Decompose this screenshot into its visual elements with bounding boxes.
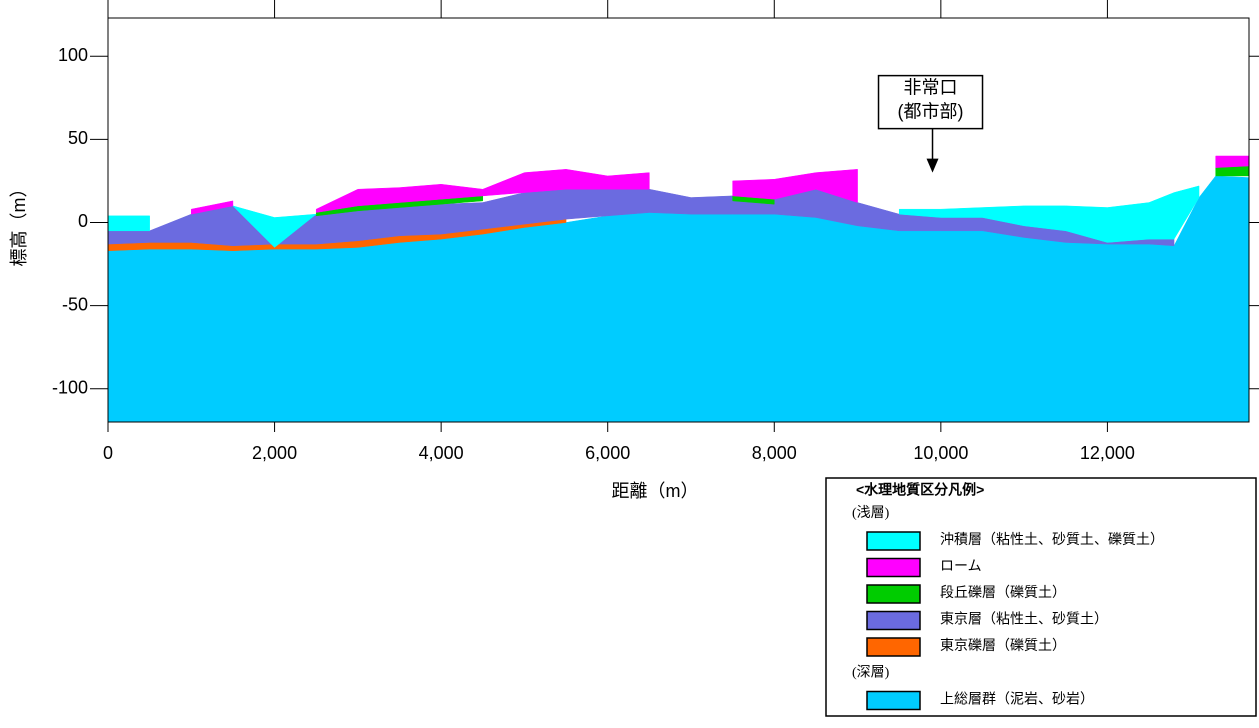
x-tick-label: 12,000 [1080,443,1135,463]
annotation-arrowhead [926,158,939,173]
y-tick-label: 0 [78,211,88,231]
legend-swatch [866,584,921,604]
legend-label: 東京礫層（礫質土） [940,638,1066,654]
legend-label: 沖積層（粘性土、砂質土、礫質土） [940,532,1164,548]
legend-swatch [866,557,921,578]
legend-swatch [866,690,921,711]
annotation-text: (都市部) [898,101,964,121]
x-tick-label: 2,000 [252,443,297,463]
y-tick-label: 100 [58,45,88,65]
x-tick-label: 8,000 [752,443,797,463]
legend-group: (浅層) [852,505,890,521]
layer-area [108,188,1175,247]
legend-swatch [866,531,921,551]
layer-area [315,169,650,213]
y-tick-label: -100 [52,377,88,397]
y-axis-label: 標高（m） [9,180,29,267]
legend-group: (深層) [852,665,890,681]
x-tick-label: 4,000 [419,443,464,463]
legend-title: <水理地質区分凡例> [856,482,984,498]
layer-area [898,185,1200,243]
annotation-text: 非常口 [904,77,958,97]
layer-area [1215,155,1249,168]
layers [108,155,1249,422]
y-tick-label: -50 [62,294,88,314]
layer-area [232,205,318,248]
plot-frame [107,17,1250,423]
y-tick-label: 50 [68,128,88,148]
legend-swatch [866,610,921,631]
legend-swatch [866,637,921,657]
legend-label: 段丘礫層（礫質土） [940,585,1066,601]
x-tick-label: 10,000 [913,443,968,463]
layer-area [732,169,858,203]
x-tick-label: 6,000 [585,443,630,463]
layer-area [108,215,150,232]
legend-label: 東京層（粘性土、砂質土） [940,612,1108,628]
x-tick-label: 0 [103,443,113,463]
legend-label: 上総層群（泥岩、砂岩） [940,692,1094,708]
annotation-box [877,74,984,130]
annotation: 非常口 (都市部) [877,74,984,173]
legend-label: ローム [940,560,982,575]
x-axis-label: 距離（m） [612,481,699,501]
